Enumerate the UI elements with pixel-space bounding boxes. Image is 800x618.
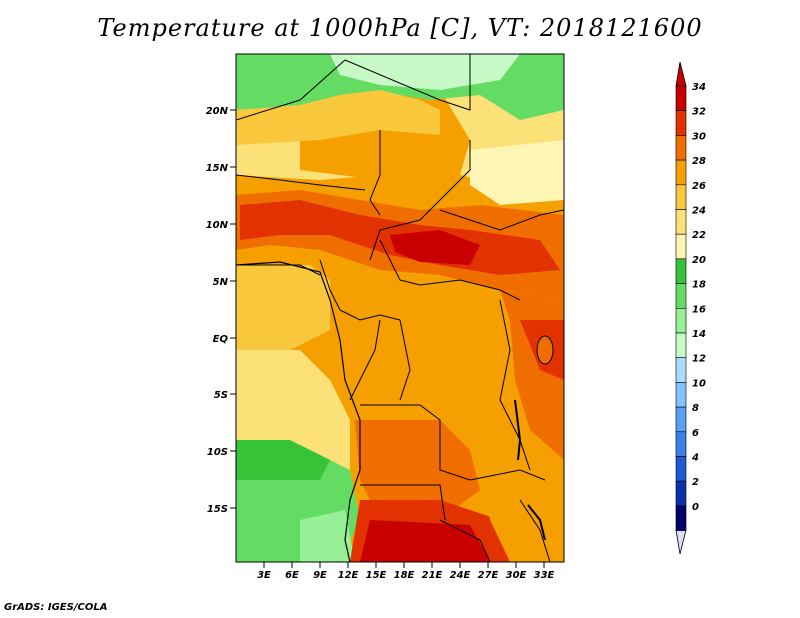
colorbar-label: 18 bbox=[692, 280, 706, 291]
colorbar-top-arrow bbox=[675, 61, 687, 87]
angola-orange bbox=[355, 420, 480, 520]
southwest-dark-green bbox=[236, 440, 330, 480]
lon-tick-label: 18E bbox=[394, 570, 415, 581]
colorbar-swatch bbox=[675, 505, 687, 531]
lon-tick-label: 6E bbox=[285, 570, 299, 581]
ne-pale bbox=[470, 140, 564, 205]
colorbar-swatch bbox=[675, 332, 687, 359]
lon-axis: 3E 6E 9E 12E 15E 18E 21E 24E 27E 30E 33E bbox=[257, 562, 555, 581]
lat-axis: 20N 15N 10N 5N EQ 5S 10S 15S bbox=[206, 106, 236, 515]
colorbar-label: 12 bbox=[692, 354, 706, 365]
lat-tick-label: 5N bbox=[213, 277, 229, 288]
colorbar-label: 24 bbox=[692, 206, 706, 217]
colorbar-label: 6 bbox=[692, 428, 699, 439]
lat-tick-label: 5S bbox=[214, 390, 228, 401]
lon-tick-label: 33E bbox=[534, 570, 555, 581]
colorbar-label: 4 bbox=[691, 453, 699, 464]
lon-tick-label: 27E bbox=[478, 570, 499, 581]
colorbar-swatch bbox=[675, 431, 687, 457]
north-pale-green bbox=[330, 54, 520, 90]
colorbar-label: 2 bbox=[692, 477, 699, 488]
colorbar-swatch bbox=[675, 456, 687, 482]
colorbar-label: 32 bbox=[692, 107, 706, 118]
lake-malawi bbox=[527, 504, 546, 541]
colorbar-swatch bbox=[675, 233, 687, 260]
chart-title: Temperature at 1000hPa [C], VT: 20181216… bbox=[97, 14, 703, 42]
colorbar-swatch bbox=[675, 258, 687, 284]
lon-tick-label: 3E bbox=[257, 570, 271, 581]
colorbar-label: 28 bbox=[692, 156, 706, 167]
credit-text: GrADS: IGES/COLA bbox=[4, 602, 108, 613]
colorbar-label: 30 bbox=[692, 131, 706, 142]
lon-tick-label: 15E bbox=[366, 570, 387, 581]
lat-tick-label: 15S bbox=[207, 504, 228, 515]
map-border bbox=[235, 53, 565, 563]
colorbar-swatch bbox=[675, 110, 687, 136]
colorbar-label: 22 bbox=[692, 230, 706, 241]
lon-tick-label: 9E bbox=[313, 570, 327, 581]
colorbar-swatch bbox=[675, 307, 687, 334]
lake-victoria bbox=[536, 335, 554, 365]
lon-tick-label: 21E bbox=[422, 570, 443, 581]
colorbar-bottom-arrow bbox=[675, 529, 687, 555]
colorbar-swatch bbox=[675, 406, 687, 433]
lon-tick-label: 12E bbox=[338, 570, 359, 581]
west-africa-coast bbox=[236, 265, 330, 350]
colorbar-label: 14 bbox=[692, 329, 706, 340]
colorbar-swatch bbox=[675, 382, 687, 408]
country-borders bbox=[236, 54, 564, 562]
temperature-field bbox=[236, 54, 564, 562]
lat-tick-label: 10S bbox=[207, 447, 228, 458]
colorbar-swatch bbox=[675, 283, 687, 309]
colorbar-swatch bbox=[675, 209, 687, 235]
colorbar-label: 26 bbox=[692, 181, 706, 192]
southwest-light-green bbox=[300, 510, 355, 562]
lon-tick-label: 24E bbox=[450, 570, 471, 581]
lat-tick-label: EQ bbox=[213, 334, 229, 345]
hot-core-chad bbox=[390, 230, 480, 265]
lake-tanganyika bbox=[514, 399, 522, 461]
coastline bbox=[236, 261, 361, 562]
lon-tick-label: 30E bbox=[506, 570, 527, 581]
colorbar-swatch bbox=[675, 135, 687, 161]
southeast-orange bbox=[480, 460, 564, 562]
colorbar-swatch bbox=[675, 184, 687, 210]
colorbar-swatch bbox=[675, 480, 687, 507]
colorbar-label: 16 bbox=[692, 304, 706, 315]
colorbar-swatch bbox=[675, 85, 687, 112]
colorbar-label: 10 bbox=[692, 378, 706, 389]
colorbar-swatch bbox=[675, 357, 687, 383]
lat-tick-label: 10N bbox=[206, 220, 229, 231]
lat-tick-label: 15N bbox=[206, 163, 229, 174]
north-yellow-band bbox=[236, 90, 440, 145]
colorbar-label: 0 bbox=[692, 502, 699, 513]
south-hot-kalahari bbox=[360, 520, 490, 562]
colorbar-label: 34 bbox=[692, 82, 706, 93]
colorbar-label: 8 bbox=[692, 403, 699, 414]
lat-tick-label: 20N bbox=[206, 106, 229, 117]
colorbar-label: 20 bbox=[692, 255, 706, 266]
colorbar-swatch bbox=[675, 159, 687, 186]
